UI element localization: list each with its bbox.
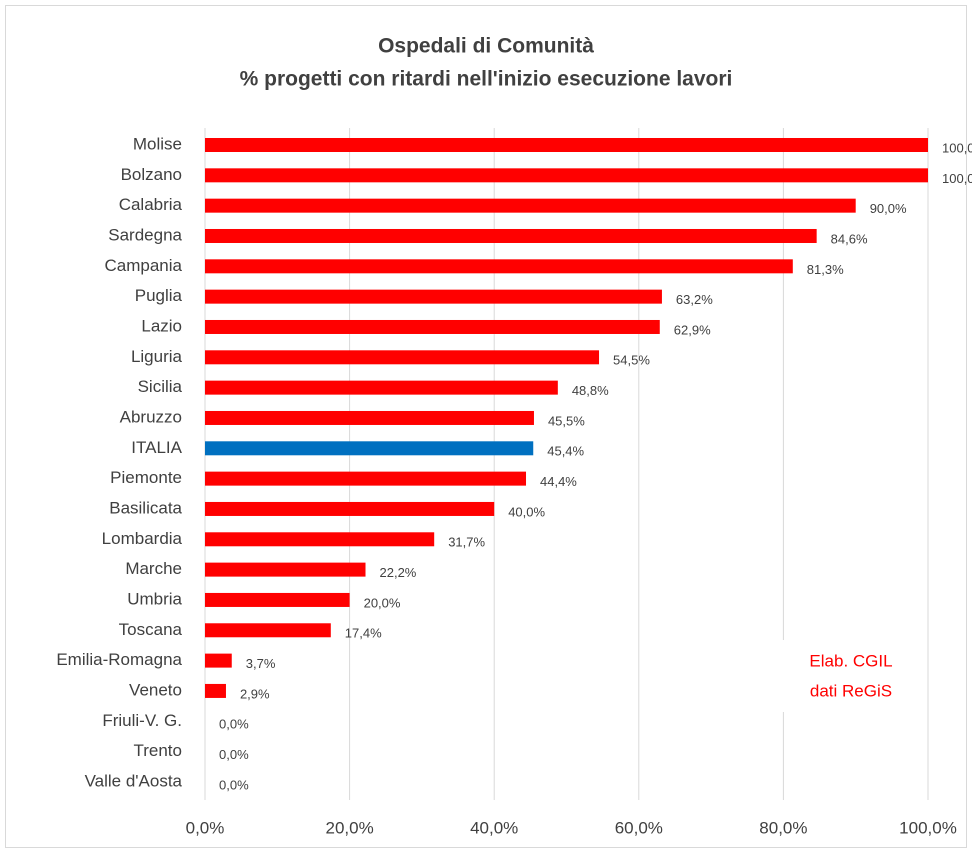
value-label: 62,9% bbox=[674, 322, 711, 337]
bar bbox=[205, 138, 928, 152]
y-tick-label: Trento bbox=[133, 741, 182, 760]
value-label: 45,4% bbox=[547, 444, 584, 459]
bar bbox=[205, 198, 856, 213]
annotation: Elab. CGIL bbox=[809, 651, 892, 670]
value-label: 17,4% bbox=[345, 626, 382, 641]
y-tick-label: Bolzano bbox=[121, 165, 182, 184]
bar bbox=[205, 259, 793, 274]
bar bbox=[205, 319, 660, 334]
y-tick-label: Marche bbox=[125, 559, 182, 578]
bar bbox=[205, 501, 495, 516]
y-tick-label: Umbria bbox=[127, 589, 182, 608]
y-tick-label: Emilia-Romagna bbox=[56, 650, 182, 669]
bar bbox=[205, 562, 366, 577]
value-label: 3,7% bbox=[246, 656, 276, 671]
y-tick-label: Valle d'Aosta bbox=[85, 771, 183, 790]
bar bbox=[205, 228, 817, 243]
y-tick-label: Veneto bbox=[129, 680, 182, 699]
bar bbox=[205, 592, 350, 607]
y-tick-label: Liguria bbox=[131, 347, 183, 366]
x-tick-label: 80,0% bbox=[759, 818, 807, 837]
value-label: 31,7% bbox=[448, 535, 485, 550]
bar bbox=[205, 683, 226, 698]
bar bbox=[205, 532, 435, 547]
value-label: 0,0% bbox=[219, 747, 249, 762]
chart-title: Ospedali di Comunità bbox=[378, 35, 594, 58]
y-tick-label: Piemonte bbox=[110, 468, 182, 487]
value-label: 0,0% bbox=[219, 717, 249, 732]
annotation-bg bbox=[782, 640, 922, 712]
y-tick-label: Toscana bbox=[119, 620, 183, 639]
value-label: 84,6% bbox=[831, 231, 868, 246]
y-tick-label: Calabria bbox=[119, 195, 183, 214]
bar bbox=[205, 441, 534, 456]
x-tick-label: 40,0% bbox=[470, 818, 518, 837]
value-label: 48,8% bbox=[572, 383, 609, 398]
value-label: 54,5% bbox=[613, 353, 650, 368]
y-tick-label: Puglia bbox=[135, 286, 183, 305]
chart-subtitle: % progetti con ritardi nell'inizio esecu… bbox=[240, 68, 733, 91]
y-tick-label: Lazio bbox=[141, 316, 182, 335]
y-tick-label: Lombardia bbox=[102, 529, 183, 548]
bar bbox=[205, 350, 600, 365]
bar bbox=[205, 168, 928, 183]
y-tick-label: Molise bbox=[133, 134, 182, 153]
bar bbox=[205, 653, 232, 668]
value-label: 22,2% bbox=[380, 565, 417, 580]
value-label: 63,2% bbox=[676, 292, 713, 307]
y-tick-label: Campania bbox=[105, 256, 183, 275]
value-label: 45,5% bbox=[548, 413, 585, 428]
y-tick-label: Friuli-V. G. bbox=[102, 711, 182, 730]
value-label: 100,0% bbox=[942, 171, 972, 186]
x-tick-label: 20,0% bbox=[325, 818, 373, 837]
value-label: 40,0% bbox=[508, 504, 545, 519]
bar bbox=[205, 623, 331, 638]
annotation: dati ReGiS bbox=[810, 681, 892, 700]
value-label: 90,0% bbox=[870, 201, 907, 216]
y-tick-label: Abruzzo bbox=[120, 407, 182, 426]
y-tick-label: Sardegna bbox=[108, 225, 182, 244]
bar bbox=[205, 410, 534, 425]
y-tick-label: Sicilia bbox=[138, 377, 183, 396]
value-label: 2,9% bbox=[240, 686, 270, 701]
bar bbox=[205, 289, 662, 304]
x-tick-label: 0,0% bbox=[186, 818, 225, 837]
value-label: 20,0% bbox=[364, 595, 401, 610]
y-tick-label: ITALIA bbox=[131, 438, 182, 457]
x-tick-label: 100,0% bbox=[899, 818, 957, 837]
x-tick-label: 60,0% bbox=[615, 818, 663, 837]
value-label: 100,0% bbox=[942, 140, 972, 155]
value-label: 44,4% bbox=[540, 474, 577, 489]
y-tick-label: Basilicata bbox=[109, 498, 182, 517]
value-label: 0,0% bbox=[219, 777, 249, 792]
bar bbox=[205, 471, 527, 486]
value-label: 81,3% bbox=[807, 262, 844, 277]
bar bbox=[205, 380, 558, 395]
